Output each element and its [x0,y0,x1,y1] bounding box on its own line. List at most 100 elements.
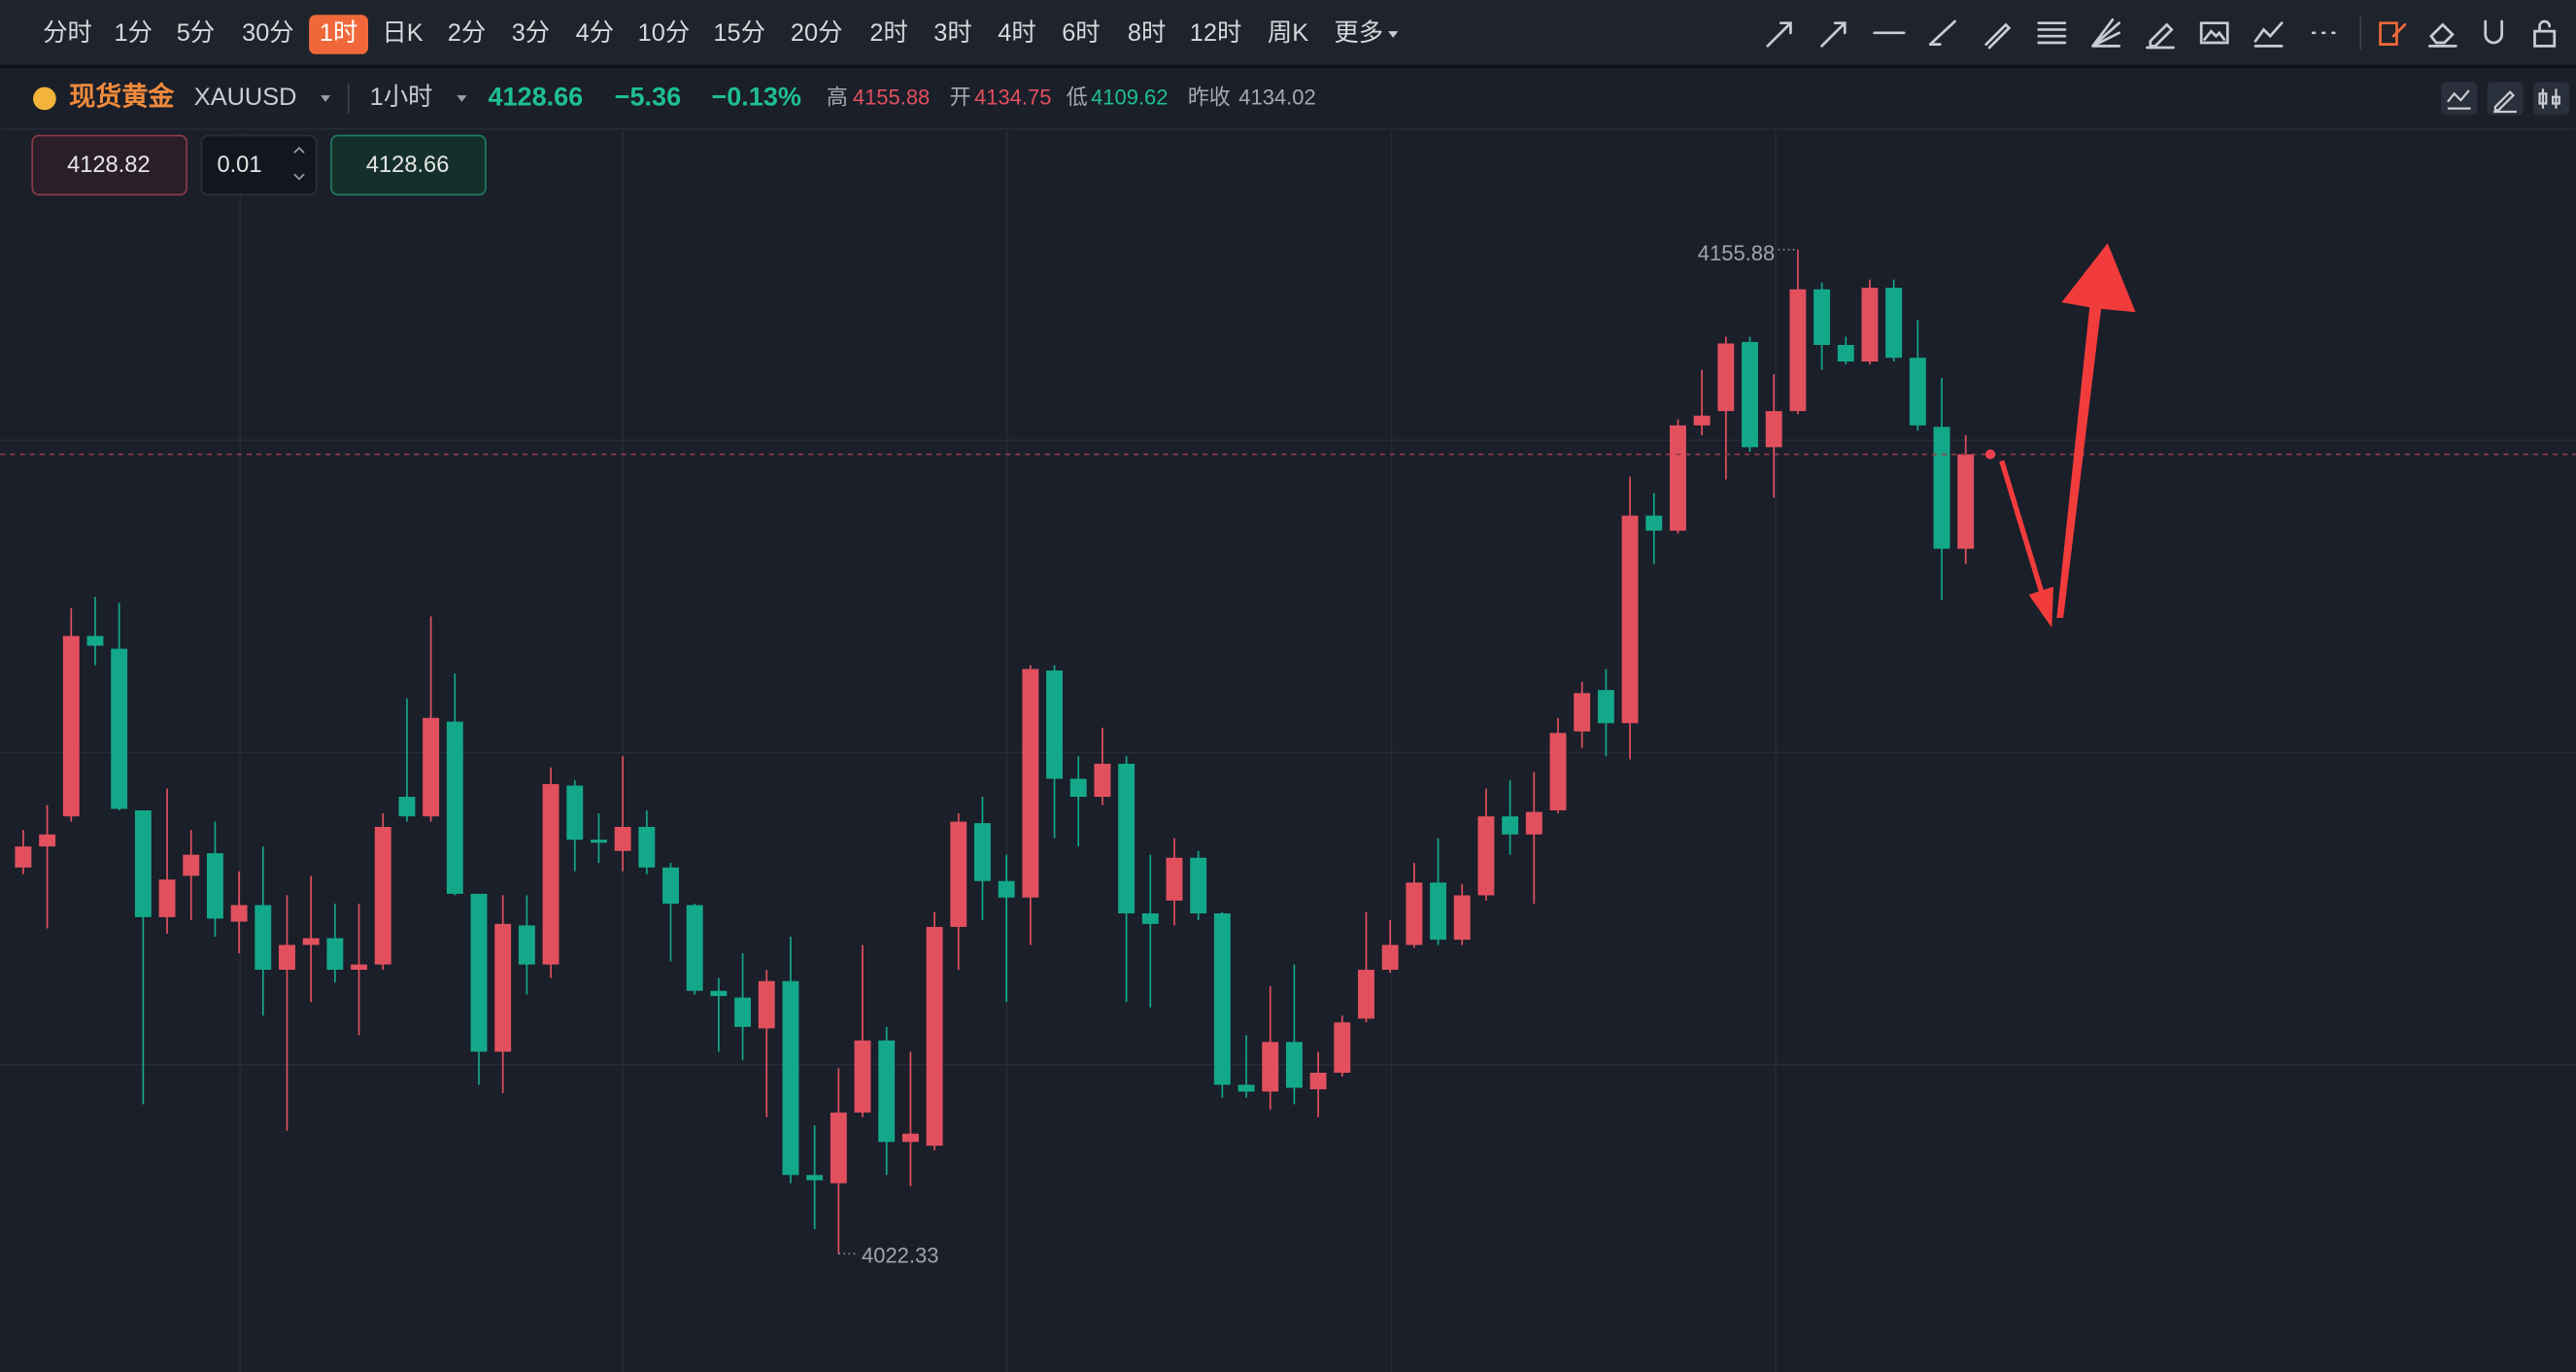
timeframe-tab[interactable]: 12时 [1190,19,1242,47]
tool-icon[interactable] [2091,17,2121,48]
annotation-arrows [1999,243,2136,628]
tool-icon[interactable] [2484,19,2504,45]
tool-icon[interactable] [1766,21,1792,48]
timeframe-tab[interactable]: 分时 [43,19,92,47]
change-percent: −0.13% [711,83,801,112]
candle-body [1502,816,1519,835]
candle-body [998,880,1015,898]
timeframe-tab[interactable]: 20分 [791,19,843,47]
candle-body [1933,427,1950,549]
stat-label: 昨收 [1188,85,1231,109]
interval[interactable]: 1小时 [370,84,433,111]
symbol[interactable]: XAUUSD [194,84,297,111]
sell-button[interactable] [31,134,188,196]
candle-body [206,853,223,919]
candle-body [1789,289,1807,412]
candle-body [326,938,344,971]
tool-icon[interactable] [2379,21,2407,47]
candle-body [15,846,32,868]
candle-body [1069,778,1087,798]
tool-icon[interactable] [2533,19,2557,48]
candle-body [1549,733,1567,810]
candle-body [710,990,728,997]
candle-body [614,827,631,851]
spinner[interactable] [293,146,305,181]
candle-body [1262,1042,1279,1092]
tool-icon[interactable] [2199,21,2229,45]
candle-body [1309,1073,1327,1090]
candle-body [950,821,967,927]
candle-body [230,905,248,922]
timeframe-tab[interactable]: 30分 [242,19,294,47]
candle-body [734,997,752,1027]
candle-body [518,925,535,965]
stat-value: 4109.62 [1091,85,1168,109]
candle-body [1118,764,1135,914]
candle-body [1381,944,1399,971]
candles: 4155.88 4022.33 [0,241,2576,1267]
candle-body [1334,1022,1351,1074]
timeframe-tab[interactable]: 2时 [869,19,907,47]
timeframe-tab[interactable]: 周K [1268,19,1308,47]
buy-button[interactable] [330,134,487,196]
timeframe-tab[interactable]: 4分 [576,19,614,47]
timeframe-tab[interactable]: 3分 [512,19,550,47]
tool-icon[interactable] [1984,22,2012,50]
buy-price: 4128.66 [366,153,450,178]
timeframe-tab[interactable]: 4时 [998,19,1035,47]
candle-body [782,980,799,1176]
candle-body [1861,288,1879,362]
timeframe-tab[interactable]: 2分 [448,19,486,47]
tool-icon[interactable] [1820,21,1847,48]
candle-body [398,797,416,817]
candle-body [423,717,440,817]
tool-icon[interactable] [2254,21,2284,48]
timeframe-tab[interactable]: 10分 [638,19,691,47]
candle-body [1909,358,1926,426]
caret [320,95,331,102]
candle-body [1621,515,1639,724]
timeframe-tab[interactable]: 1分 [114,19,152,47]
timeframe-tab[interactable]: 更多 [1334,19,1383,47]
timeframe-tab[interactable]: 8时 [1128,19,1166,47]
candle-body [1094,764,1111,798]
stat-value: 4155.88 [853,85,930,109]
candle-body [1477,816,1495,896]
timeframe-tab[interactable]: 5分 [177,19,215,47]
drawing-tools [1766,16,2557,50]
settings-button[interactable] [2532,82,2569,116]
tool-icon[interactable] [2427,22,2457,48]
candle-body [1166,857,1183,901]
sell-price: 4128.82 [67,153,151,178]
low-label: 4022.33 [862,1243,938,1267]
draw-button[interactable] [2487,82,2524,116]
candle-body [1406,882,1423,945]
down-arrow [1999,460,2054,628]
candle-body [1693,415,1711,426]
candle-body [1046,670,1063,779]
icon [2493,90,2517,114]
tool-icon[interactable] [2037,21,2067,45]
candle-body [638,827,656,868]
candle-body [374,827,391,965]
timeframe-tab[interactable]: 6时 [1062,19,1100,47]
timeframe-tab[interactable]: 15分 [713,19,765,47]
tool-icon[interactable] [1928,19,1956,47]
timeframe-tab[interactable]: 1时 [320,19,357,47]
timeframe-tab[interactable]: 日K [382,19,423,47]
candle-body [1430,882,1447,941]
candle-body [901,1133,919,1143]
stat-value: 4134.75 [974,85,1051,109]
quantity-input[interactable] [200,134,318,196]
timeframe-tab[interactable]: 3时 [933,19,971,47]
tool-icon[interactable] [2146,22,2175,50]
candle-body [86,635,104,646]
candle-body [566,785,584,840]
candle-body [1285,1042,1303,1088]
candle-body [758,980,775,1029]
stat-value: 4134.02 [1238,85,1315,109]
timeframe-bar: 分时 1分 5分 30分 1时 日K 2分 3分 4分 10分 15分 20分 2时 3时 4时 6时 8时 12… [43,15,1399,54]
icon [2447,89,2471,110]
